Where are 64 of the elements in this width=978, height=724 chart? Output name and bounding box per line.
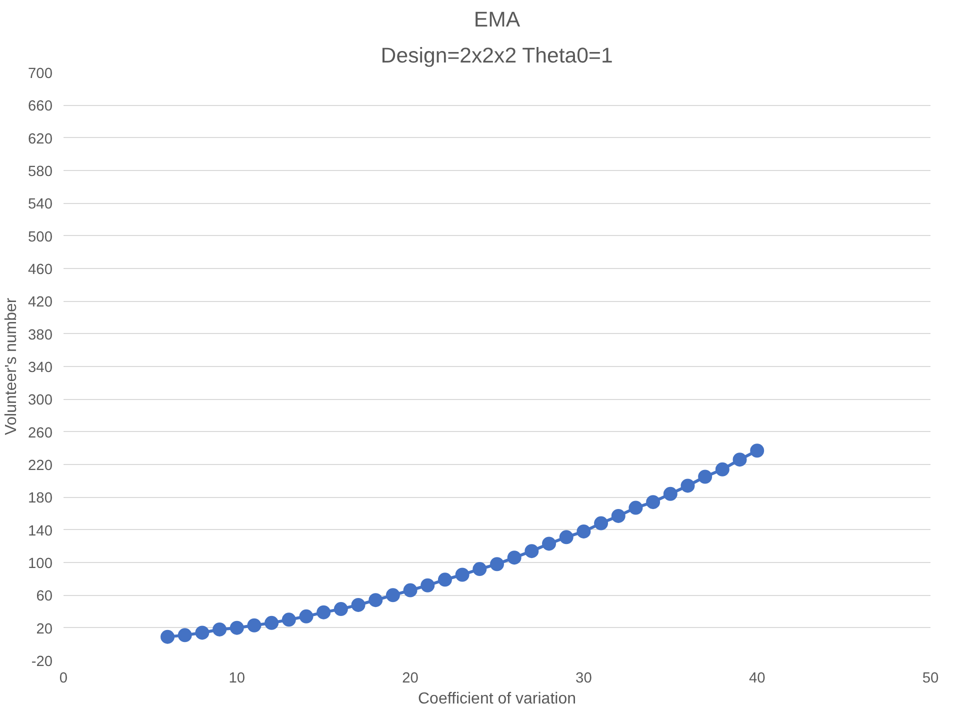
point — [490, 557, 504, 572]
chart-subtitle: Design=2x2x2 Theta0=1 — [380, 44, 613, 68]
point — [351, 598, 366, 612]
y-tick-label: 180 — [28, 490, 53, 507]
x-tick-label: 30 — [576, 670, 592, 686]
point — [230, 620, 244, 635]
point — [368, 593, 383, 608]
point — [542, 536, 556, 551]
y-tick-label: 140 — [28, 523, 53, 540]
point — [576, 524, 591, 538]
point — [386, 588, 400, 602]
x-tick-label: 10 — [228, 670, 246, 686]
y-tick-label: 500 — [28, 229, 53, 246]
x-tick-label: 20 — [402, 670, 418, 686]
point — [282, 612, 296, 627]
point — [715, 462, 730, 476]
y-tick-label: 660 — [28, 98, 53, 115]
point — [680, 478, 695, 493]
y-tick-label: 380 — [28, 327, 53, 344]
y-tick-label: 620 — [28, 131, 53, 148]
point — [698, 470, 712, 484]
y-tick-label: 340 — [28, 360, 53, 376]
point — [403, 583, 418, 598]
y-tick-label: 580 — [28, 164, 53, 180]
chart-title: EMA — [474, 8, 521, 32]
x-tick-label: 40 — [748, 670, 766, 686]
point — [559, 530, 574, 544]
point — [316, 605, 331, 620]
point — [646, 495, 660, 510]
point — [611, 508, 626, 523]
point — [299, 609, 314, 624]
point — [438, 572, 452, 587]
y-tick-label: 420 — [28, 294, 53, 311]
point — [212, 622, 227, 636]
y-tick-label: 300 — [28, 392, 53, 409]
point — [455, 568, 470, 582]
point — [334, 602, 348, 616]
point — [628, 500, 643, 515]
y-tick-label: 260 — [28, 425, 53, 442]
y-tick-label: 220 — [28, 458, 53, 474]
point — [732, 452, 747, 467]
point — [594, 516, 608, 530]
y-tick-label: 60 — [36, 588, 53, 605]
x-axis-title: Coefficient of variation — [418, 690, 576, 708]
point — [420, 578, 435, 592]
point — [750, 444, 764, 458]
y-tick-label: 540 — [28, 196, 53, 213]
point — [264, 616, 279, 630]
point — [160, 630, 175, 644]
y-axis-title: Volunteer's number — [3, 297, 20, 436]
point — [524, 544, 539, 558]
y-tick-label: -20 — [31, 654, 53, 670]
x-tick-label: 0 — [59, 670, 68, 686]
y-tick-label: 460 — [28, 262, 53, 278]
point — [195, 626, 210, 640]
point — [507, 550, 522, 565]
y-tick-label: 700 — [28, 66, 53, 82]
point — [472, 562, 487, 576]
x-tick-label: 50 — [922, 670, 939, 686]
point — [247, 618, 262, 632]
y-tick-label: 20 — [36, 621, 53, 638]
point — [178, 628, 192, 642]
point — [663, 486, 678, 501]
y-tick-label: 100 — [28, 556, 53, 572]
